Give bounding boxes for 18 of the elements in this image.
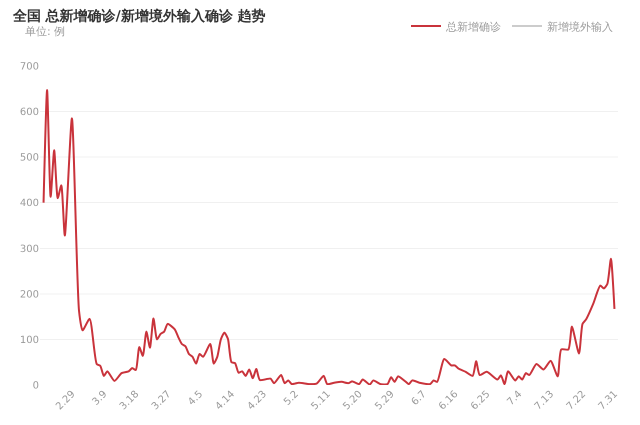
x-tick-label: 5.2 (282, 388, 301, 408)
chart-subtitle: 单位: 例 (25, 25, 66, 38)
legend-label: 新增境外输入 (547, 20, 613, 34)
x-tick-label: 7.4 (505, 388, 524, 408)
chart-title: 全国 总新增确诊/新增境外输入确诊 趋势 (12, 7, 266, 24)
y-tick-label: 300 (20, 244, 39, 255)
y-tick-label: 600 (20, 107, 39, 118)
x-tick-label: 4.5 (186, 388, 206, 408)
y-tick-label: 500 (20, 152, 39, 164)
x-tick-label: 6.7 (410, 388, 429, 408)
line-series (42, 89, 616, 385)
y-tick-label: 200 (20, 289, 39, 300)
y-tick-label: 100 (20, 334, 39, 346)
y-tick-label: 0 (32, 380, 39, 392)
y-tick-label: 700 (20, 62, 39, 72)
y-tick-label: 400 (20, 198, 39, 210)
x-tick-label: 3.9 (90, 388, 110, 408)
legend-label: 总新增确诊 (445, 20, 501, 34)
